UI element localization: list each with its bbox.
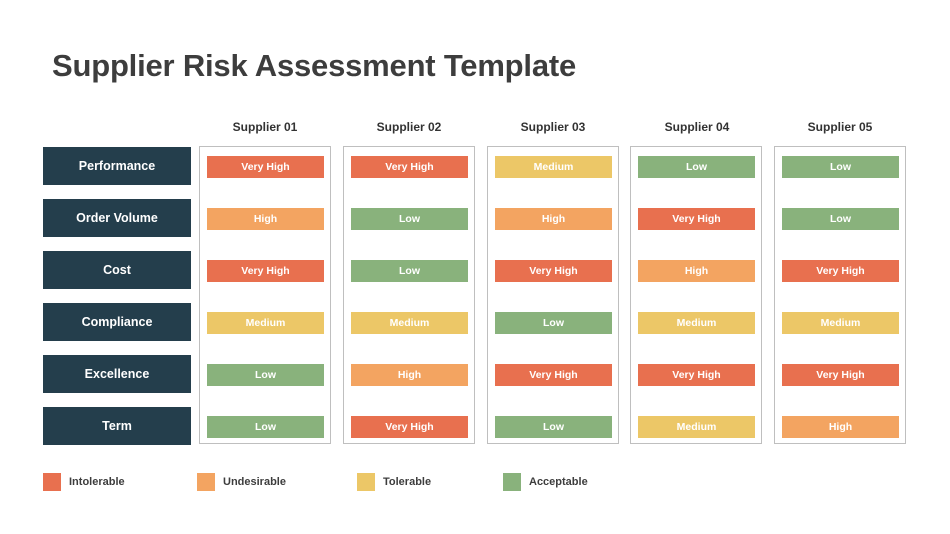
- risk-badge: Low: [351, 260, 468, 282]
- risk-badge: Very High: [351, 156, 468, 178]
- risk-badge: High: [638, 260, 755, 282]
- risk-badge: Medium: [782, 312, 899, 334]
- criteria-excellence: Excellence: [43, 355, 191, 393]
- risk-badge: High: [351, 364, 468, 386]
- risk-badge: Very High: [207, 260, 324, 282]
- risk-badge: Low: [351, 208, 468, 230]
- risk-badge: Very High: [638, 364, 755, 386]
- criteria-order-volume: Order Volume: [43, 199, 191, 237]
- risk-badge: Low: [782, 208, 899, 230]
- risk-badge: Very High: [638, 208, 755, 230]
- supplier-column-05: Low Low Very High Medium Very High High: [774, 146, 906, 444]
- legend-swatch-undesirable: [197, 473, 215, 491]
- risk-badge: Low: [495, 416, 612, 438]
- risk-badge: Medium: [495, 156, 612, 178]
- criteria-compliance: Compliance: [43, 303, 191, 341]
- risk-badge: Very High: [495, 364, 612, 386]
- risk-badge: High: [207, 208, 324, 230]
- risk-badge: Very High: [495, 260, 612, 282]
- risk-badge: Low: [782, 156, 899, 178]
- supplier-header-05: Supplier 05: [807, 120, 873, 134]
- risk-badge: Low: [638, 156, 755, 178]
- risk-badge: Medium: [207, 312, 324, 334]
- legend-item-intolerable: Intolerable: [43, 473, 125, 491]
- risk-badge: Low: [207, 416, 324, 438]
- supplier-column-03: Medium High Very High Low Very High Low: [487, 146, 619, 444]
- legend-swatch-intolerable: [43, 473, 61, 491]
- supplier-column-04: Low Very High High Medium Very High Medi…: [630, 146, 762, 444]
- page-title: Supplier Risk Assessment Template: [52, 48, 577, 83]
- supplier-column-02: Very High Low Low Medium High Very High: [343, 146, 475, 444]
- supplier-column-01: Very High High Very High Medium Low Low: [199, 146, 331, 444]
- legend-swatch-tolerable: [357, 473, 375, 491]
- risk-badge: High: [495, 208, 612, 230]
- supplier-header-01: Supplier 01: [232, 120, 298, 134]
- legend-label: Tolerable: [383, 476, 432, 488]
- risk-badge: Medium: [351, 312, 468, 334]
- supplier-header-03: Supplier 03: [520, 120, 586, 134]
- legend-label: Undesirable: [223, 476, 286, 488]
- legend-label: Intolerable: [69, 476, 125, 488]
- risk-badge: Medium: [638, 416, 755, 438]
- risk-badge: Low: [207, 364, 324, 386]
- criteria-term: Term: [43, 407, 191, 445]
- criteria-cost: Cost: [43, 251, 191, 289]
- risk-badge: Medium: [638, 312, 755, 334]
- legend-item-tolerable: Tolerable: [357, 473, 431, 491]
- legend-item-acceptable: Acceptable: [503, 473, 588, 491]
- risk-badge: Very High: [782, 260, 899, 282]
- supplier-header-02: Supplier 02: [376, 120, 442, 134]
- legend-item-undesirable: Undesirable: [197, 473, 286, 491]
- risk-badge: Very High: [351, 416, 468, 438]
- supplier-header-04: Supplier 04: [664, 120, 730, 134]
- criteria-performance: Performance: [43, 147, 191, 185]
- legend-label: Acceptable: [529, 476, 588, 488]
- risk-badge: High: [782, 416, 899, 438]
- risk-badge: Very High: [207, 156, 324, 178]
- legend-swatch-acceptable: [503, 473, 521, 491]
- risk-badge: Low: [495, 312, 612, 334]
- risk-badge: Very High: [782, 364, 899, 386]
